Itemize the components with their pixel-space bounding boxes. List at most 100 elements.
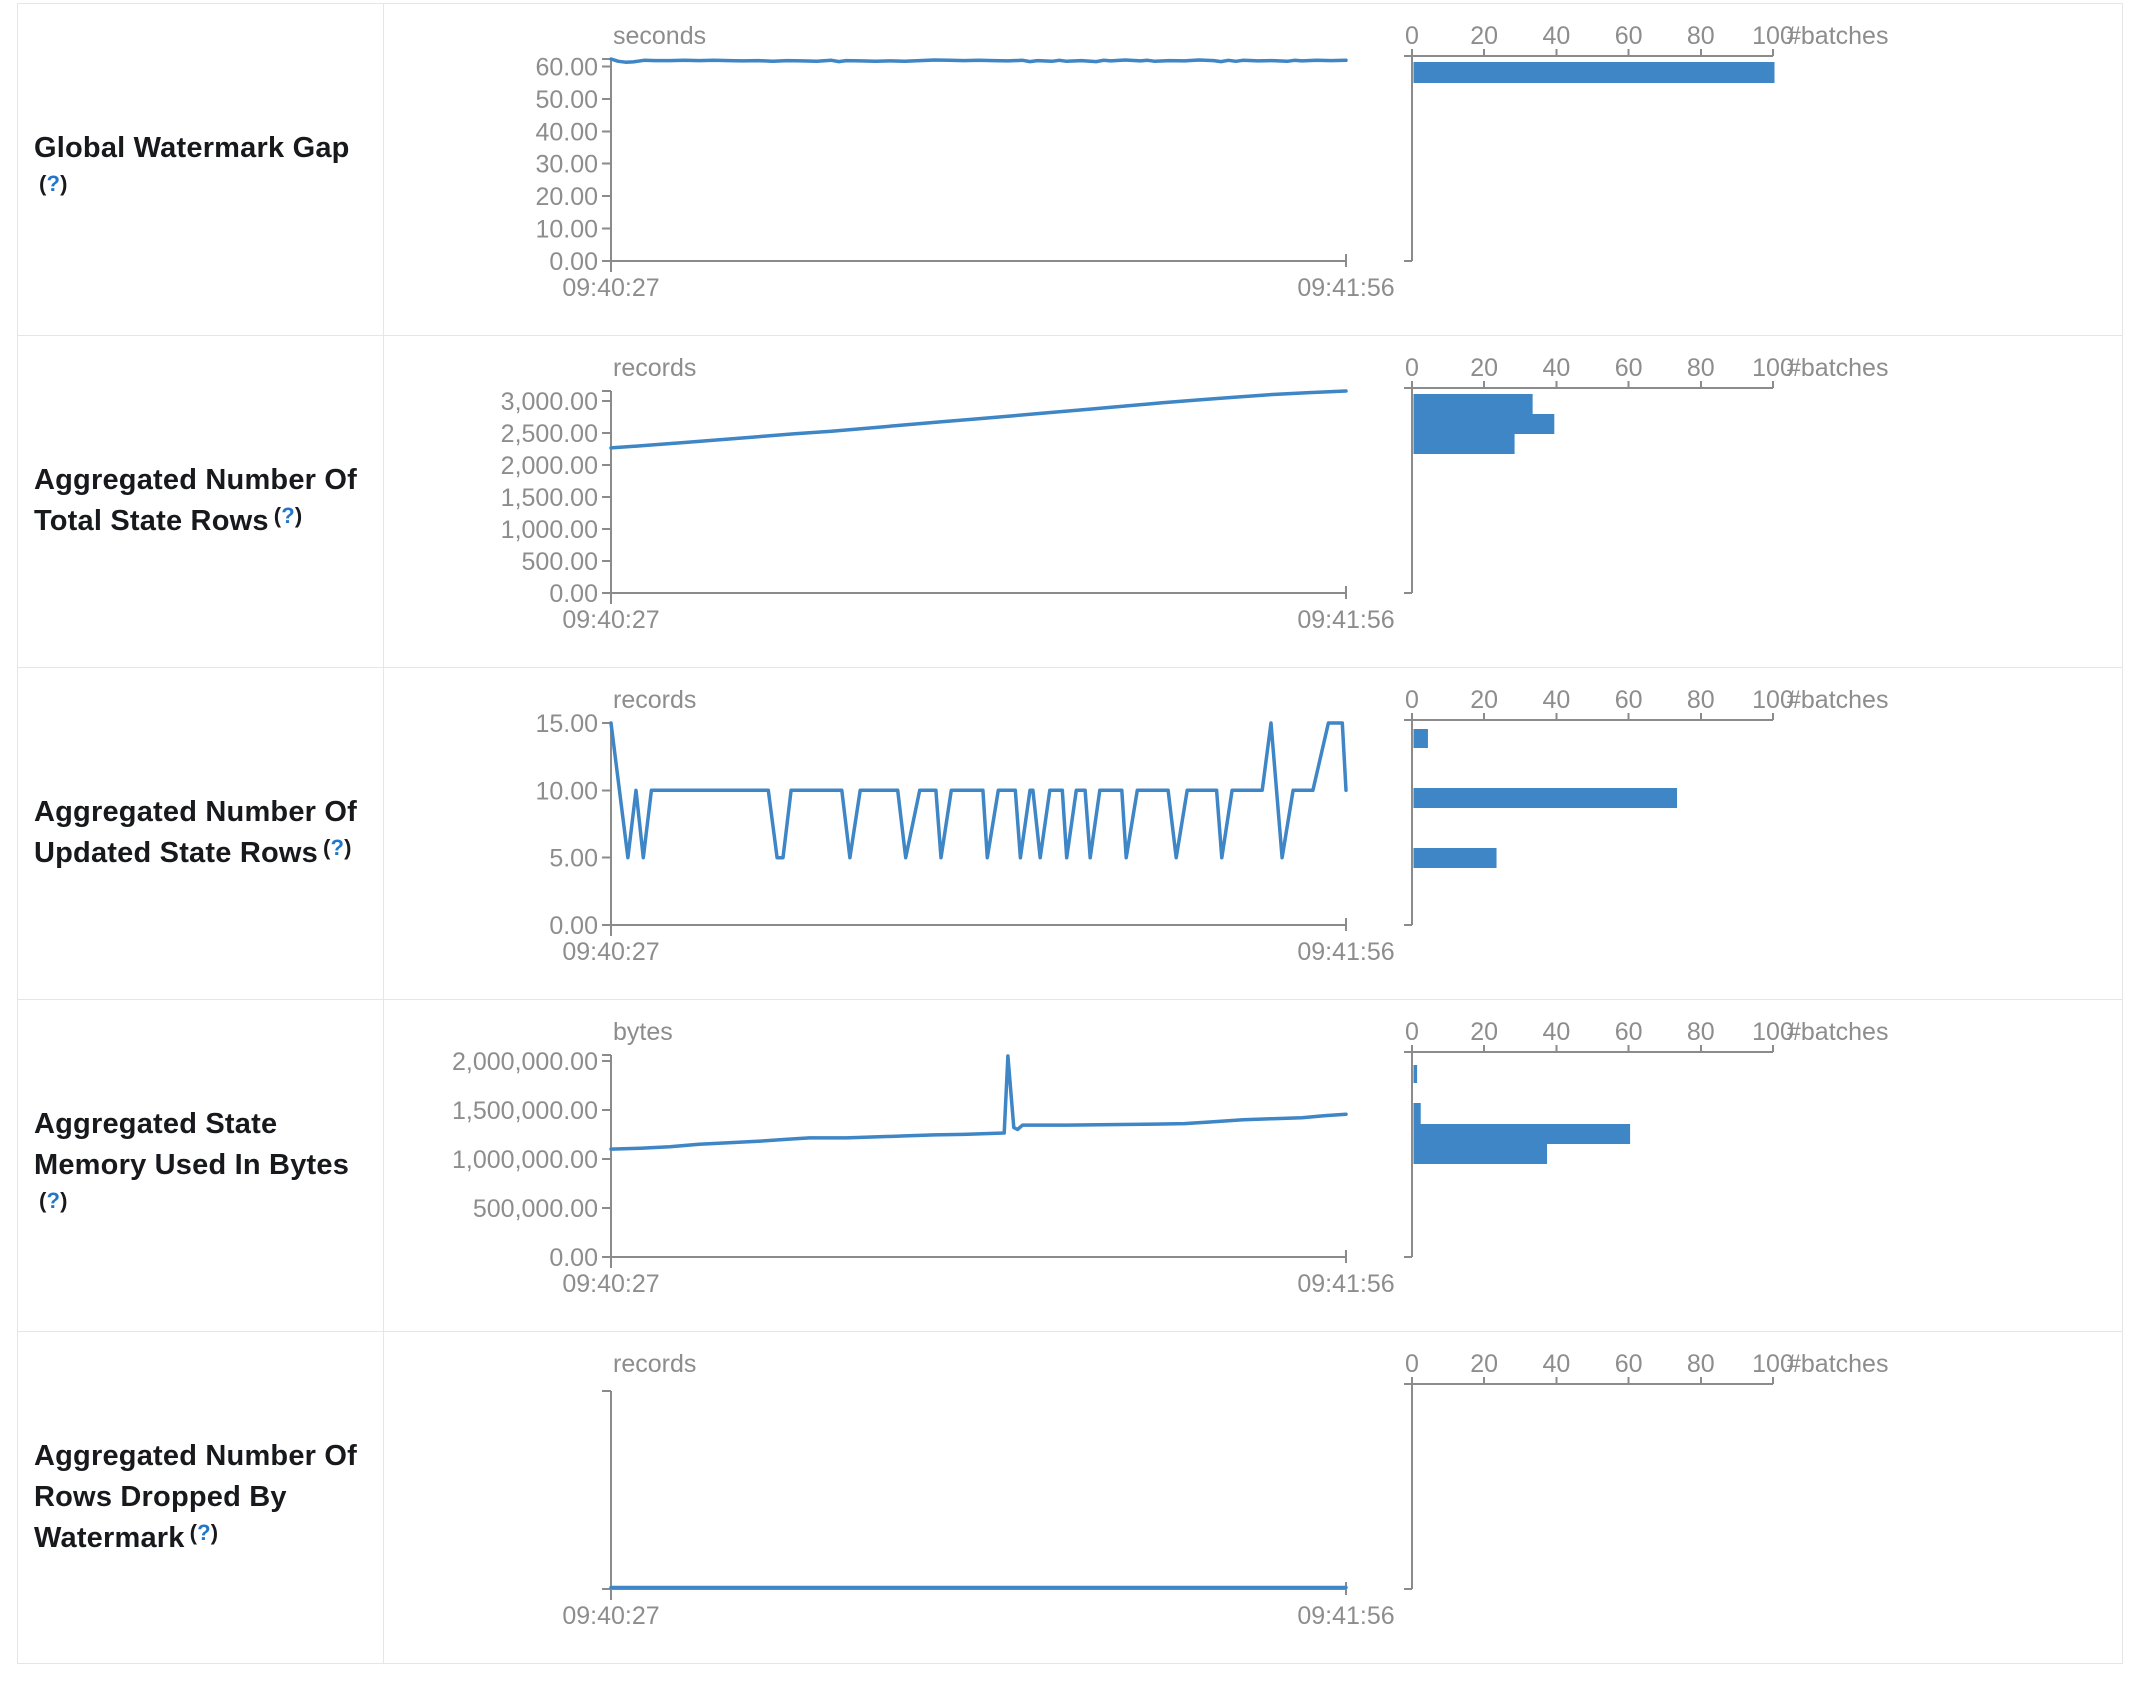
metric-charts-svg: bytes 2,000,000.00 1,500,000.00 1,000,000.0… (452, 1018, 1888, 1298)
metric-title-text: Updated State Rows (34, 837, 318, 869)
metric-title-line: Global Watermark Gap (34, 128, 375, 169)
timeline-series-line (609, 389, 1348, 450)
streaming-statistics-table: Global Watermark Gap (?) seconds 60.00 50.0… (17, 3, 2123, 1664)
help-icon: ? (281, 503, 295, 528)
histogram-chart: 0 20 40 60 80 100#batches (1404, 1018, 1888, 1258)
help-tooltip-link[interactable]: (?) (39, 171, 68, 196)
help-icon: ) (210, 1519, 219, 1545)
batches-tick-label: 100 (1752, 686, 1794, 714)
histogram-bar (1413, 414, 1555, 434)
y-tick-label: 2,000,000.00 (452, 1048, 598, 1076)
help-icon: ? (46, 171, 61, 196)
batches-tick-label: 40 (1542, 354, 1570, 382)
batches-tick-label: 0 (1405, 1018, 1419, 1046)
y-tick-label: 500,000.00 (473, 1195, 598, 1223)
help-icon: ) (60, 1187, 68, 1213)
histogram-bar (1413, 1103, 1421, 1124)
metric-charts-svg: records 3,000.00 2,500.00 2,000.00 1,500.00 1… (501, 354, 1889, 634)
metric-title-line: Aggregated Number Of (34, 792, 375, 833)
batches-tick-label: 40 (1542, 1350, 1570, 1378)
metric-title-line: Memory Used In Bytes (34, 1145, 375, 1186)
batches-tick-label: 40 (1542, 22, 1570, 50)
histogram-bar (1413, 1124, 1631, 1144)
batches-tick-label: 20 (1470, 354, 1498, 382)
batches-tick-label: 20 (1470, 1350, 1498, 1378)
metric-title-text: Aggregated Number Of (34, 464, 358, 496)
unit-label: records (613, 354, 696, 382)
metric-row: Aggregated Number Of Rows Dropped By Water… (17, 1332, 2123, 1664)
help-tooltip-link[interactable]: (?) (323, 835, 352, 860)
metric-title-text: Global Watermark Gap (34, 132, 350, 164)
timeline-chart: records 09:40:27 09:41:56 (562, 1350, 1394, 1630)
x-start-label: 09:40:27 (562, 274, 659, 302)
metric-label-cell: Global Watermark Gap (?) (18, 4, 384, 335)
unit-label: bytes (613, 1018, 673, 1046)
metric-chart-cell: records 15.00 10.00 5.00 0.00 09:40:27 09:41:5… (384, 668, 2122, 999)
batches-tick-label: 80 (1687, 686, 1715, 714)
help-tooltip-link[interactable]: (?) (274, 503, 303, 528)
histogram-bar (1413, 1144, 1548, 1164)
timeline-series-line (609, 57, 1348, 64)
x-end-label: 09:41:56 (1297, 274, 1394, 302)
batches-tick-label: 100 (1752, 354, 1794, 382)
help-tooltip-link[interactable]: (?) (39, 1188, 68, 1213)
metric-title-text: Rows Dropped By (34, 1480, 287, 1513)
help-icon: ( (39, 171, 47, 196)
metric-title-line: Rows Dropped By (34, 1477, 375, 1518)
histogram-chart: 0 20 40 60 80 100#batches (1404, 354, 1888, 594)
x-start-label: 09:40:27 (562, 1270, 659, 1298)
batches-axis-label: #batches (1787, 686, 1888, 714)
help-icon: ) (60, 171, 68, 196)
batches-tick-label: 40 (1542, 686, 1570, 714)
y-tick-label: 0.00 (549, 580, 598, 608)
y-tick-label: 2,500.00 (501, 420, 598, 448)
help-icon: ( (322, 835, 331, 860)
metric-title-text: Memory Used In Bytes (34, 1148, 350, 1181)
help-tooltip-link[interactable]: (?) (190, 1520, 219, 1545)
y-tick-label: 10.00 (535, 216, 598, 244)
histogram-chart: 0 20 40 60 80 100#batches (1404, 22, 1888, 262)
y-tick-label: 50.00 (535, 86, 598, 114)
metric-title-line: (?) (34, 169, 375, 211)
metric-title-line: Total State Rows (?) (34, 501, 375, 543)
metric-title-line: Watermark (?) (34, 1518, 375, 1560)
timeline-chart: records 3,000.00 2,500.00 2,000.00 1,500.00 1… (501, 354, 1395, 634)
metric-row: Aggregated State Memory Used In Bytes (?) … (17, 1000, 2123, 1332)
x-end-label: 09:41:56 (1297, 606, 1394, 634)
metric-label-cell: Aggregated Number Of Rows Dropped By Water… (18, 1332, 384, 1663)
metric-label-cell: Aggregated Number Of Updated State Rows (?… (18, 668, 384, 999)
metric-chart-cell: bytes 2,000,000.00 1,500,000.00 1,000,000.0… (384, 1000, 2122, 1331)
y-tick-label: 0.00 (549, 1244, 598, 1272)
y-tick-label: 0.00 (549, 912, 598, 940)
histogram-bar (1413, 848, 1497, 868)
metric-title-text: Aggregated Number Of (34, 796, 358, 828)
y-tick-label: 30.00 (535, 151, 598, 179)
batches-tick-label: 60 (1615, 22, 1643, 50)
histogram-bar (1413, 788, 1678, 808)
help-icon: ( (273, 503, 282, 528)
batches-tick-label: 80 (1687, 1018, 1715, 1046)
histogram-bar (1413, 729, 1428, 748)
timeline-series-line (609, 1054, 1348, 1151)
batches-axis-label: #batches (1787, 1018, 1888, 1046)
batches-tick-label: 100 (1752, 1018, 1794, 1046)
x-end-label: 09:41:56 (1297, 1270, 1394, 1298)
help-icon: ? (46, 1187, 61, 1213)
y-tick-label: 2,000.00 (501, 452, 598, 480)
metric-label-cell: Aggregated Number Of Total State Rows (?) (18, 336, 384, 667)
x-start-label: 09:40:27 (562, 1602, 659, 1630)
metric-row: Global Watermark Gap (?) seconds 60.00 50.0… (17, 4, 2123, 336)
metric-title-text: Total State Rows (34, 505, 269, 537)
y-tick-label: 1,500,000.00 (452, 1097, 598, 1125)
histogram-chart: 0 20 40 60 80 100#batches (1404, 686, 1888, 926)
batches-tick-label: 0 (1405, 354, 1419, 382)
batches-tick-label: 60 (1615, 1018, 1643, 1046)
y-tick-label: 1,000,000.00 (452, 1146, 598, 1174)
histogram-bar (1413, 394, 1533, 414)
metric-title-text: Aggregated State (34, 1107, 278, 1140)
batches-axis-label: #batches (1787, 22, 1888, 50)
x-end-label: 09:41:56 (1297, 938, 1394, 966)
unit-label: records (613, 686, 696, 714)
metric-title-line: (?) (34, 1186, 375, 1228)
